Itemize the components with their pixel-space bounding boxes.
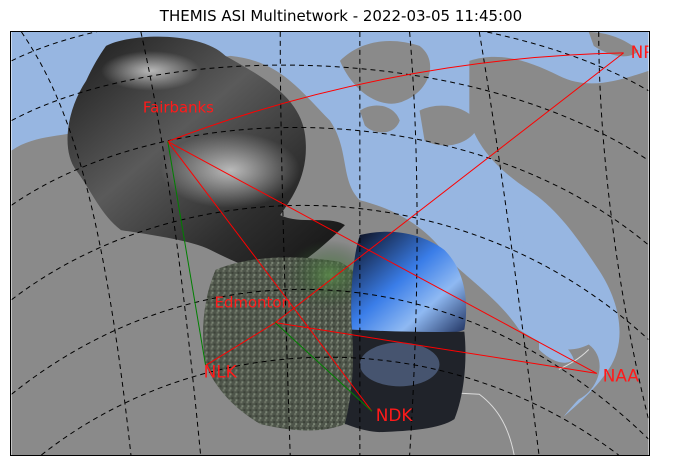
aurora-arc — [161, 133, 300, 209]
label-fairbanks[interactable]: Fairbanks — [143, 99, 214, 117]
map-frame[interactable]: Fairbanks Edmonton NRK NAA NLK NDK — [10, 31, 650, 456]
label-nlk[interactable]: NLK — [204, 361, 238, 381]
label-ndk[interactable]: NDK — [376, 405, 414, 425]
label-naa[interactable]: NAA — [603, 365, 640, 385]
map-title: THEMIS ASI Multinetwork - 2022-03-05 11:… — [0, 7, 682, 25]
label-nrk[interactable]: NRK — [631, 42, 649, 62]
label-edmonton[interactable]: Edmonton — [215, 294, 291, 312]
map-canvas[interactable]: Fairbanks Edmonton NRK NAA NLK NDK — [11, 32, 649, 455]
blue-glow-south — [360, 343, 440, 387]
